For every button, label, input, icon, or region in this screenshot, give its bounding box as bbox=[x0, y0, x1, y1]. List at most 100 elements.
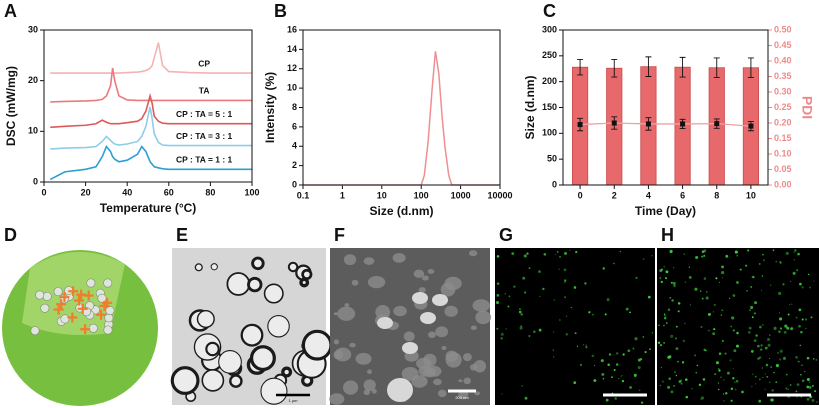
fluorescent-dot bbox=[593, 365, 595, 367]
fluorescent-dot bbox=[588, 311, 591, 314]
nanoparticle bbox=[60, 314, 70, 324]
fluorescent-dot bbox=[804, 318, 808, 321]
fluorescent-dot bbox=[771, 389, 774, 392]
fluorescent-dot bbox=[815, 359, 818, 361]
fluorescent-dot bbox=[779, 317, 783, 321]
fluorescent-dot bbox=[520, 313, 523, 316]
fluorescent-dot bbox=[783, 330, 787, 334]
fluorescent-dot bbox=[508, 295, 511, 298]
vesicle bbox=[249, 345, 276, 372]
fluorescent-dot bbox=[675, 347, 679, 351]
nanoparticle bbox=[42, 291, 52, 301]
fluorescent-dot bbox=[669, 249, 673, 254]
fluorescent-dot bbox=[806, 356, 810, 360]
particle bbox=[421, 275, 429, 281]
fluorescent-dot bbox=[720, 314, 723, 316]
x-tick-label: 8 bbox=[714, 190, 719, 200]
fluorescent-dot bbox=[607, 363, 610, 367]
fluorescent-dot bbox=[775, 381, 778, 384]
fluorescence-bg bbox=[657, 248, 819, 405]
fluorescent-dot bbox=[764, 388, 766, 391]
vesicle bbox=[170, 366, 200, 395]
fluorescent-dot bbox=[751, 386, 753, 388]
series-label: TA bbox=[199, 86, 210, 96]
y-tick-label: 200 bbox=[542, 76, 557, 86]
fluorescent-dot bbox=[732, 368, 734, 370]
fluorescent-dot bbox=[731, 316, 735, 320]
fluorescent-dot bbox=[700, 325, 703, 329]
fluorescent-dot bbox=[644, 350, 647, 354]
fluorescent-dot bbox=[639, 358, 643, 361]
fluorescent-dot bbox=[726, 371, 730, 375]
fluorescent-dot bbox=[715, 277, 718, 280]
fluorescent-dot bbox=[735, 379, 739, 383]
particle bbox=[392, 252, 406, 263]
fluorescent-dot bbox=[627, 349, 631, 353]
fluorescent-dot bbox=[795, 316, 798, 319]
fluorescent-dot bbox=[500, 332, 504, 336]
fluorescent-dot bbox=[691, 387, 693, 390]
fluorescent-dot bbox=[522, 276, 526, 280]
fluorescent-dot bbox=[808, 385, 812, 389]
fluorescent-dot bbox=[816, 401, 818, 403]
y-tick-label: 12 bbox=[287, 63, 297, 73]
fluorescent-dot bbox=[762, 376, 764, 379]
fluorescent-dot bbox=[787, 388, 789, 390]
vesicle bbox=[247, 276, 263, 293]
fluorescent-dot bbox=[620, 376, 622, 378]
fluorescent-dot bbox=[673, 371, 676, 374]
drug-star bbox=[68, 286, 79, 297]
particle bbox=[458, 379, 463, 383]
fluorescent-dot bbox=[518, 310, 522, 314]
fluorescent-dot bbox=[811, 384, 814, 387]
fluorescent-dot bbox=[760, 344, 763, 347]
plot-frame bbox=[562, 29, 769, 186]
particle bbox=[433, 378, 442, 386]
fluorescent-dot bbox=[797, 360, 800, 363]
particle bbox=[418, 365, 433, 377]
fluorescent-dot bbox=[745, 264, 748, 267]
fluorescent-dot bbox=[668, 377, 671, 380]
nanoparticle bbox=[103, 325, 113, 335]
vesicle bbox=[205, 341, 220, 357]
nanoparticle bbox=[35, 290, 45, 300]
vesicle bbox=[267, 314, 290, 338]
y2-tick-label: 0.10 bbox=[774, 148, 792, 158]
fluorescent-dot bbox=[538, 270, 541, 273]
y-tick-label: 10 bbox=[28, 126, 38, 136]
large-particle bbox=[432, 294, 448, 306]
plot-frame bbox=[302, 29, 501, 186]
image-panel bbox=[170, 248, 333, 405]
vesicle bbox=[240, 323, 264, 347]
fluorescent-dot bbox=[790, 280, 792, 283]
y2-tick-label: 0.50 bbox=[774, 24, 792, 34]
fluorescent-dot bbox=[622, 353, 625, 356]
particle bbox=[470, 325, 477, 331]
plot-frame bbox=[43, 29, 253, 183]
fluorescent-dot bbox=[542, 287, 545, 291]
fluorescent-dot bbox=[721, 309, 724, 312]
fluorescent-dot bbox=[680, 382, 683, 385]
drug-star bbox=[80, 324, 91, 335]
fluorescent-dot bbox=[667, 308, 671, 311]
particle bbox=[367, 275, 386, 289]
fluorescent-dot bbox=[618, 377, 620, 380]
fluorescent-dot bbox=[703, 249, 707, 253]
fluorescent-dot bbox=[570, 306, 572, 309]
particle bbox=[363, 379, 376, 391]
fluorescent-dot bbox=[801, 364, 803, 366]
fluorescent-dot bbox=[785, 251, 789, 255]
fluorescent-dot bbox=[718, 369, 721, 372]
fluorescent-dot bbox=[769, 381, 771, 383]
fluorescent-dot bbox=[614, 397, 617, 400]
fluorescent-dot bbox=[573, 286, 577, 289]
fluorescent-dot bbox=[613, 369, 616, 372]
fluorescent-dot bbox=[659, 277, 662, 279]
point bbox=[645, 121, 651, 127]
particle bbox=[444, 305, 458, 317]
fluorescent-dot bbox=[760, 348, 763, 351]
particle bbox=[428, 331, 436, 339]
fluorescent-dot bbox=[757, 357, 760, 360]
fluorescent-dot bbox=[754, 383, 757, 385]
